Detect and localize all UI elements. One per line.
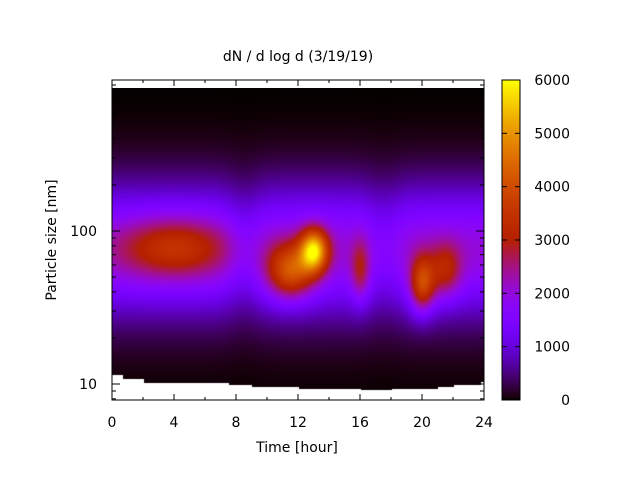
colorbar: 0 1000 2000 3000 4000 5000 6000 xyxy=(501,73,570,409)
x-tick-label: 24 xyxy=(475,415,493,431)
colorbar-tick-label: 1000 xyxy=(534,340,570,356)
y-axis-ticks: 10 100 xyxy=(70,84,484,400)
plot-area xyxy=(111,79,485,401)
x-tick-label: 20 xyxy=(413,415,431,431)
x-tick-label: 12 xyxy=(289,415,307,431)
colorbar-tick-label: 3000 xyxy=(534,233,570,249)
x-tick-label: 4 xyxy=(170,415,179,431)
x-tick-label: 16 xyxy=(351,415,369,431)
x-axis-ticks: 0 4 8 12 16 20 24 xyxy=(108,80,493,431)
colorbar-gradient xyxy=(502,80,520,400)
chart-title: dN / d log d (3/19/19) xyxy=(223,49,373,65)
colorbar-ticks: 0 1000 2000 3000 4000 5000 6000 xyxy=(502,73,570,409)
colorbar-tick-label: 5000 xyxy=(534,126,570,142)
heatmap-image xyxy=(112,88,484,400)
y-tick-label: 10 xyxy=(79,377,97,393)
x-tick-label: 8 xyxy=(232,415,241,431)
colorbar-tick-label: 0 xyxy=(561,393,570,409)
y-tick-label: 100 xyxy=(70,224,97,240)
y-axis-label: Particle size [nm] xyxy=(44,179,60,300)
colorbar-tick-label: 4000 xyxy=(534,180,570,196)
colorbar-tick-label: 6000 xyxy=(534,73,570,89)
colorbar-tick-label: 2000 xyxy=(534,286,570,302)
x-tick-label: 0 xyxy=(108,415,117,431)
x-axis-label: Time [hour] xyxy=(255,440,338,456)
